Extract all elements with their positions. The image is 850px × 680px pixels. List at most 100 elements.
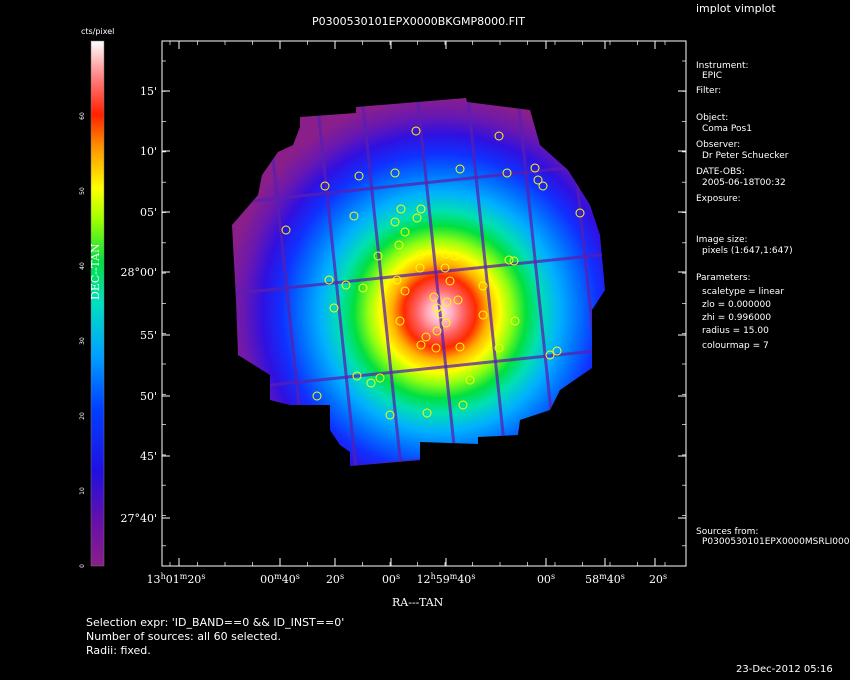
source-marker [478,281,488,291]
colorbar-ticks: 0 10 20 30 40 50 60 [79,112,86,568]
date-value: 2005-06-18T00:32 [702,178,786,188]
source-markers [281,126,585,420]
y-tick-label: 28°00' [120,266,157,279]
source-marker [504,255,514,265]
observer-value: Dr Peter Schuecker [702,151,789,161]
source-marker [458,400,468,410]
y-tick-label: 27°40' [120,512,157,525]
filter-label: Filter: [696,86,722,96]
radii-text: Radii: fixed. [86,644,151,657]
source-marker [396,204,406,214]
colorbar-tick-label: 40 [79,262,86,270]
source-marker [510,316,520,326]
source-marker [533,175,543,185]
source-marker [445,276,455,286]
source-marker [455,164,465,174]
image-field [232,98,605,466]
source-marker [395,316,405,326]
colorbar-label: cts/pixel [81,27,115,36]
source-marker [312,391,322,401]
ccd-gap-horizontal [232,338,605,396]
param-colourmap: colourmap = 7 [702,341,769,351]
source-count: Number of sources: all 60 selected. [86,630,282,643]
x-tick-label: 00m40s [260,572,300,587]
source-marker [416,340,426,350]
source-marker [411,126,421,136]
y-tick-label: 15' [140,85,157,98]
colorbar-tick-label: 50 [79,187,86,195]
image-size-label: Image size: [696,235,748,245]
colorbar [91,41,104,566]
selection-expr: Selection expr: 'ID_BAND==0 && ID_INST==… [86,616,345,629]
source-marker [358,283,368,293]
param-scaletype: scaletype = linear [702,287,785,297]
observer-label: Observer: [696,140,741,150]
object-value: Coma Pos1 [702,124,752,134]
source-marker [415,263,425,273]
ccd-gap-vertical [356,98,414,466]
source-marker [394,240,404,250]
x-tick-labels: 13h01m20s 00m40s 20s 00s 12h59m40s 00s 58m40s 2… [147,572,667,587]
source-marker [352,371,362,381]
x-tick-label: 13h01m20s [147,572,206,587]
x-tick-label: 20s [326,572,344,587]
sources-from-label: Sources from: [696,527,759,537]
source-marker [400,286,410,296]
source-marker [421,332,431,342]
source-marker [455,342,465,352]
ccd-gap-vertical [461,98,519,466]
image-size-value: pixels (1:647,1:647) [702,246,793,256]
y-tick-label: 05' [140,206,157,219]
source-marker [392,275,402,285]
x-tick-label: 12h59m40s [417,572,476,587]
source-marker [441,249,451,259]
colorbar-tick-label: 0 [79,564,86,568]
object-label: Object: [696,113,729,123]
source-marker [354,171,364,181]
x-tick-label: 00s [537,572,555,587]
frame-ticks [162,41,686,566]
y-tick-labels: 15' 10' 05' 28°00' 55' 50' 45' 27°40' [120,85,157,525]
source-marker [412,213,422,223]
colorbar-tick-label: 60 [79,112,86,120]
source-marker [429,292,439,302]
source-marker [281,225,291,235]
instrument-value: EPIC [702,71,723,81]
source-marker [494,131,504,141]
colorbar-tick-label: 10 [79,487,86,495]
source-marker [415,250,425,260]
param-zhi: zhi = 0.996000 [702,313,772,323]
x-tick-label: 00s [382,572,400,587]
window-title: implot vimplot [696,2,776,15]
source-marker [366,378,376,388]
source-marker [432,303,442,313]
chart-title: P0300530101EPX0000BKGMP8000.FIT [312,15,525,28]
ccd-gap-horizontal [232,243,605,301]
source-marker [440,263,450,273]
source-marker [538,181,548,191]
param-zlo: zlo = 0.000000 [702,300,771,310]
ccd-gap-vertical [411,98,469,466]
ccd-gap-vertical [510,98,569,466]
colorbar-tick-label: 30 [79,337,86,345]
y-tick-label: 55' [140,329,157,342]
x-axis-label: RA---TAN [392,596,444,609]
source-marker [416,204,426,214]
instrument-label: Instrument: [696,61,749,71]
y-axis-label: DEC--TAN [89,243,102,300]
source-marker [465,375,475,385]
source-marker [385,410,395,420]
source-marker [530,163,540,173]
source-marker [349,211,359,221]
source-marker [494,343,504,353]
source-marker [453,295,463,305]
timestamp: 23-Dec-2012 05:16 [736,664,833,675]
source-marker [432,326,442,336]
y-tick-label: 10' [140,145,157,158]
colorbar-frame [90,40,105,567]
source-marker [422,408,432,418]
source-marker [324,275,334,285]
source-marker [375,373,385,383]
param-radius: radius = 15.00 [702,326,769,336]
